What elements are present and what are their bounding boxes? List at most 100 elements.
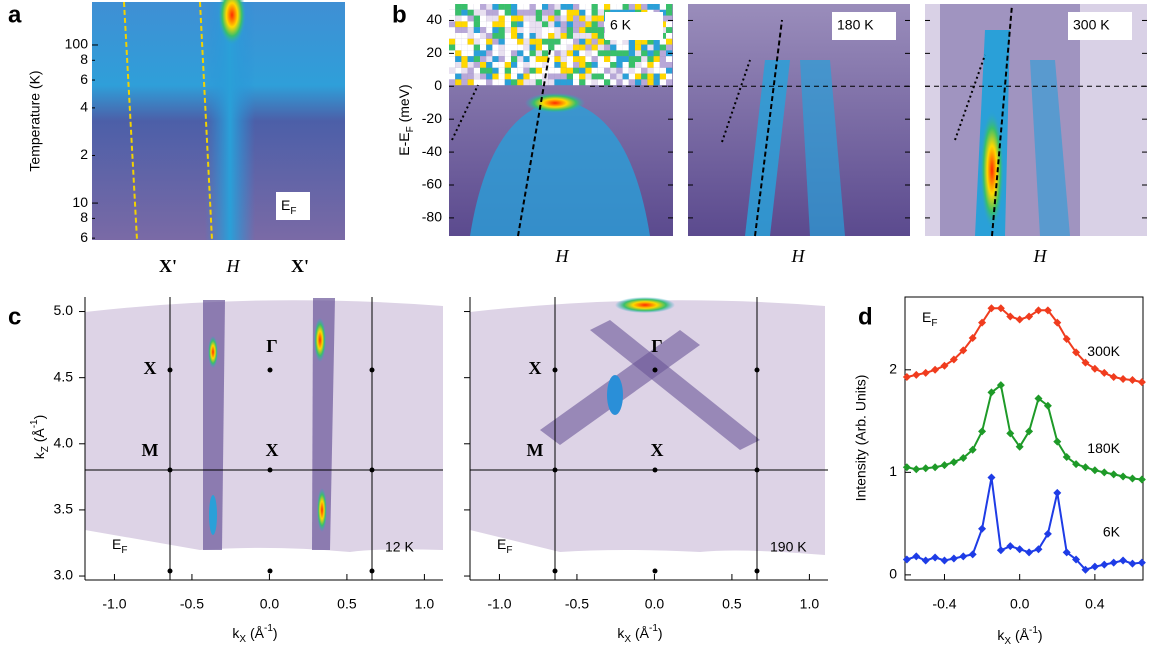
noise-cell (498, 33, 505, 39)
noise-cell (461, 73, 468, 80)
noise-cell (504, 56, 511, 62)
noise-cell (622, 44, 629, 51)
noise-cell (610, 44, 617, 51)
label-box (605, 12, 663, 40)
noise-cell (573, 9, 580, 16)
noise-cell (579, 38, 586, 45)
noise-cell (492, 56, 499, 62)
hot-spot (525, 93, 585, 113)
noise-cell (449, 4, 456, 10)
axis-label: kX (Å-1) (617, 623, 662, 645)
data-point (1034, 306, 1043, 315)
text-part: X (624, 634, 631, 645)
y-tick-label: -20 (422, 110, 442, 126)
data-point (949, 458, 958, 467)
data-point (1062, 548, 1071, 557)
noise-cell (666, 73, 673, 80)
noise-cell (566, 79, 573, 86)
noise-cell (517, 79, 524, 86)
noise-cell (461, 27, 468, 33)
noise-cell (529, 79, 536, 86)
noise-cell (591, 73, 598, 80)
text-part: Z (40, 446, 51, 452)
noise-cell (449, 27, 456, 33)
noise-cell (628, 67, 635, 74)
data-point (902, 555, 911, 564)
data-point (1128, 474, 1137, 483)
hot-spot (209, 495, 217, 535)
panel-images (85, 0, 1147, 555)
noise-cell (511, 67, 518, 74)
noise-cell (473, 56, 480, 62)
noise-cell (616, 56, 623, 62)
noise-cell (659, 38, 666, 45)
noise-cell (610, 67, 617, 74)
y-tick-label: 6 (80, 71, 88, 87)
noise-cell (517, 9, 524, 16)
noise-cell (554, 38, 561, 45)
noise-cell (473, 9, 480, 16)
y-tick-label: 3.5 (54, 501, 74, 517)
noise-cell (473, 73, 480, 80)
data-point (1109, 372, 1118, 381)
noise-cell (659, 50, 666, 57)
noise-cell (579, 33, 586, 39)
noise-cell (455, 62, 462, 68)
noise-cell (467, 38, 474, 45)
noise-cell (480, 50, 487, 57)
noise-cell (666, 62, 673, 68)
noise-cell (597, 44, 604, 51)
noise-cell (548, 38, 555, 45)
noise-cell (548, 56, 555, 62)
data-point (931, 463, 940, 472)
text-part: E-E (396, 132, 412, 155)
noise-cell (604, 62, 611, 68)
noise-cell (461, 38, 468, 45)
band (470, 100, 650, 236)
y-tick-label: 8 (80, 51, 88, 67)
noise-cell (548, 4, 555, 10)
noise-cell (473, 50, 480, 57)
noise-cell (511, 9, 518, 16)
data-point (1062, 335, 1071, 344)
noise-cell (647, 67, 654, 74)
noise-cell (504, 27, 511, 33)
y-tick-label: 0 (434, 77, 442, 93)
noise-cell (560, 73, 567, 80)
text-part: F (506, 545, 512, 556)
noise-cell (653, 56, 660, 62)
bz-point (369, 568, 375, 574)
noise-cell (535, 27, 542, 33)
data-point (1128, 559, 1137, 568)
noise-cell (548, 9, 555, 16)
noise-cell (486, 21, 493, 28)
map (470, 300, 825, 555)
noise-cell (635, 4, 642, 10)
noise-cell (473, 15, 480, 22)
noise-cell (647, 79, 654, 86)
noise-cell (504, 62, 511, 68)
map-label: 190 K (770, 539, 807, 555)
noise-cell (467, 56, 474, 62)
point-label: X (144, 358, 157, 378)
noise-cell (616, 62, 623, 68)
text-part: ) (31, 415, 47, 420)
bz-point (754, 568, 760, 574)
noise-cell (604, 73, 611, 80)
noise-cell (467, 21, 474, 28)
noise-cell (529, 62, 536, 68)
data-point (996, 546, 1005, 555)
noise-cell (535, 4, 542, 10)
data-point (1137, 475, 1146, 484)
noise-cell (492, 15, 499, 22)
data-point (1119, 556, 1128, 565)
data-point (1006, 542, 1015, 551)
data-point (1025, 427, 1034, 436)
noise-cell (529, 56, 536, 62)
noise-cell (504, 21, 511, 28)
noise-cell (635, 44, 642, 51)
noise-cell (566, 62, 573, 68)
noise-cell (659, 73, 666, 80)
bz-point (267, 367, 273, 373)
noise-cell (597, 62, 604, 68)
